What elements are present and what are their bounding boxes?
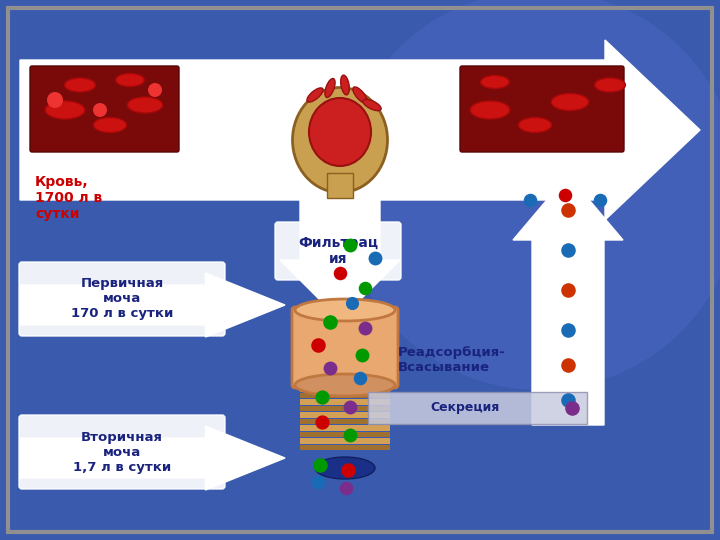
Ellipse shape <box>518 118 552 132</box>
Ellipse shape <box>315 457 375 479</box>
Text: Реадсорбция-
Всасывание: Реадсорбция- Всасывание <box>398 346 506 374</box>
Ellipse shape <box>552 93 589 111</box>
Circle shape <box>93 103 107 117</box>
Bar <box>300 406 390 411</box>
Point <box>342 465 354 474</box>
Point <box>344 241 356 249</box>
Point <box>524 195 536 204</box>
Bar <box>327 173 353 198</box>
Point <box>559 191 571 199</box>
Text: Фильтрац
ия: Фильтрац ия <box>298 236 378 266</box>
Point <box>562 286 574 294</box>
Bar <box>300 393 390 398</box>
Point <box>312 341 324 349</box>
Ellipse shape <box>94 118 127 132</box>
Point <box>316 393 328 401</box>
Ellipse shape <box>65 78 95 92</box>
FancyBboxPatch shape <box>275 222 401 280</box>
Bar <box>300 438 390 443</box>
Circle shape <box>47 92 63 108</box>
Ellipse shape <box>116 73 144 86</box>
Circle shape <box>340 0 720 390</box>
Point <box>356 350 368 359</box>
Ellipse shape <box>295 299 395 321</box>
Ellipse shape <box>595 78 626 92</box>
Circle shape <box>148 83 162 97</box>
Polygon shape <box>20 273 285 337</box>
Point <box>312 478 324 487</box>
Point <box>359 323 371 332</box>
Text: Вторичная
моча
1,7 л в сутки: Вторичная моча 1,7 л в сутки <box>73 430 171 474</box>
Polygon shape <box>513 175 623 425</box>
Text: Секреция: Секреция <box>430 402 499 415</box>
Point <box>324 318 336 326</box>
Polygon shape <box>20 40 700 220</box>
Point <box>341 484 352 492</box>
Bar <box>300 418 390 424</box>
FancyBboxPatch shape <box>19 415 225 489</box>
Point <box>324 363 336 372</box>
Text: Кровь,
1700 л в
сутки: Кровь, 1700 л в сутки <box>35 175 102 221</box>
Ellipse shape <box>470 101 510 119</box>
Ellipse shape <box>341 75 349 95</box>
Ellipse shape <box>292 87 387 192</box>
Point <box>354 374 366 382</box>
FancyBboxPatch shape <box>460 66 624 152</box>
Point <box>594 195 606 204</box>
Bar <box>300 431 390 437</box>
Ellipse shape <box>481 76 509 89</box>
Point <box>334 269 346 278</box>
Ellipse shape <box>307 88 323 102</box>
Ellipse shape <box>353 87 367 103</box>
Ellipse shape <box>309 98 371 166</box>
FancyBboxPatch shape <box>292 307 398 388</box>
Point <box>562 246 574 254</box>
FancyBboxPatch shape <box>30 66 179 152</box>
Bar <box>300 412 390 417</box>
Point <box>566 404 577 413</box>
Point <box>562 396 574 404</box>
Ellipse shape <box>363 99 381 111</box>
Point <box>316 417 328 426</box>
Point <box>346 299 358 307</box>
Ellipse shape <box>45 101 85 119</box>
Polygon shape <box>280 195 400 320</box>
Point <box>562 361 574 369</box>
Ellipse shape <box>127 97 163 113</box>
Point <box>344 431 356 440</box>
Point <box>359 284 371 292</box>
Bar <box>300 386 390 391</box>
Polygon shape <box>20 426 285 490</box>
Bar <box>300 425 390 430</box>
Point <box>562 206 574 214</box>
Text: Первичная
моча
170 л в сутки: Первичная моча 170 л в сутки <box>71 278 174 321</box>
FancyBboxPatch shape <box>19 262 225 336</box>
Bar <box>300 444 390 450</box>
Ellipse shape <box>295 374 395 396</box>
Point <box>344 403 356 411</box>
Point <box>562 326 574 334</box>
Point <box>369 254 381 262</box>
Point <box>314 461 325 469</box>
Ellipse shape <box>325 78 335 98</box>
FancyBboxPatch shape <box>368 392 587 424</box>
Bar <box>300 399 390 404</box>
